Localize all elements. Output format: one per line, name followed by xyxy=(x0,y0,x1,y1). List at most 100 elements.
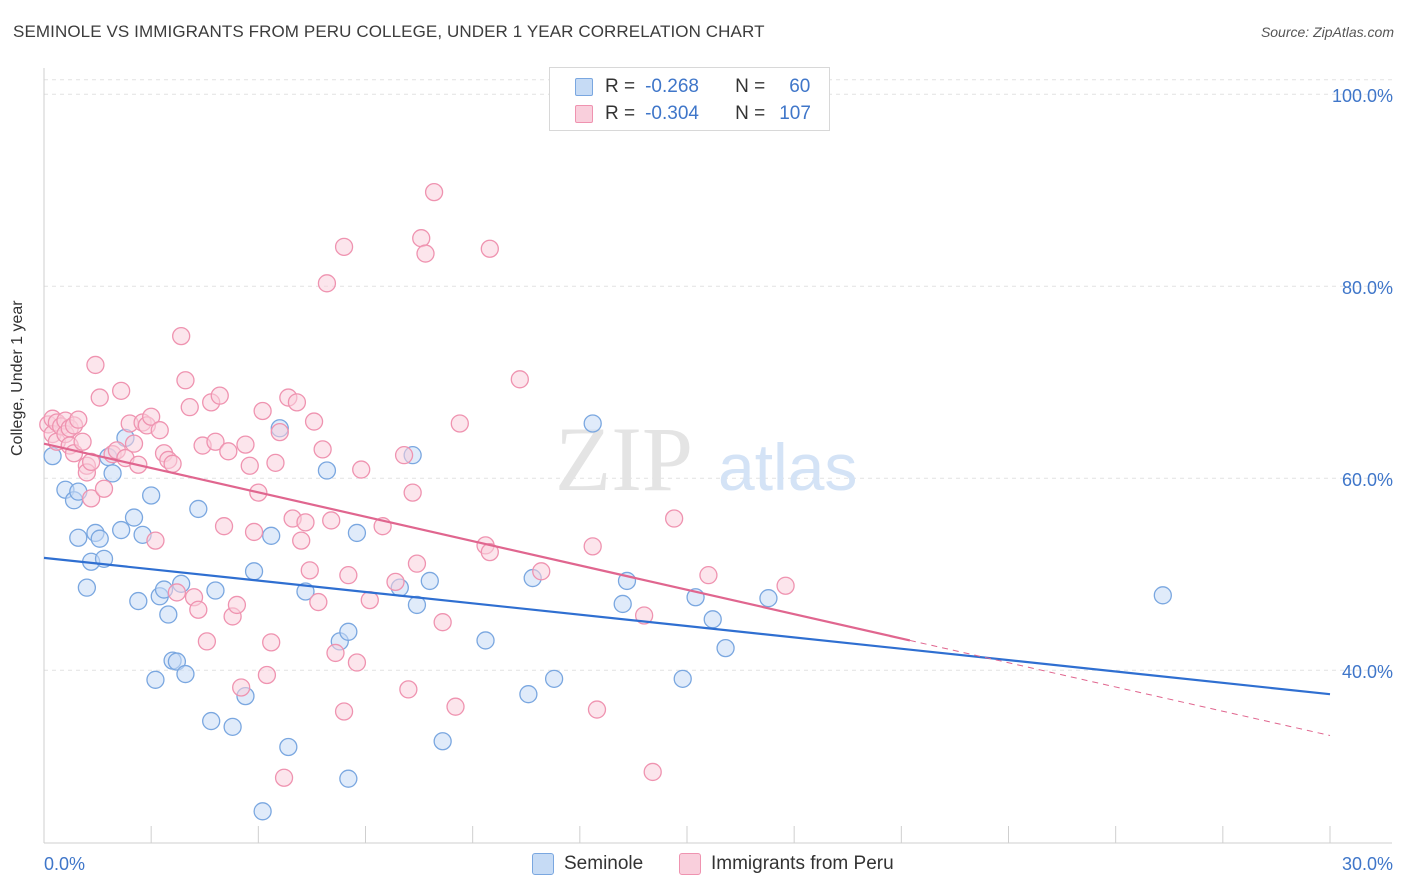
peru-point xyxy=(82,489,101,508)
seminole-point xyxy=(77,578,97,597)
peru-point xyxy=(266,453,285,472)
series-legend: Seminole Immigrants from Peru xyxy=(0,851,1406,877)
seminole-point xyxy=(90,529,109,548)
peru-point xyxy=(587,700,607,719)
watermark-zip: ZIP xyxy=(555,408,693,510)
seminole-point xyxy=(339,622,358,641)
peru-point xyxy=(214,517,234,536)
peru-legend-swatch xyxy=(679,853,701,875)
peru-point xyxy=(172,326,191,346)
seminole-point xyxy=(202,711,221,731)
seminole-point xyxy=(613,594,632,614)
peru-point xyxy=(287,393,307,412)
y-tick-label: 100.0% xyxy=(1332,86,1393,106)
peru-point xyxy=(480,239,499,258)
peru-point xyxy=(634,606,654,625)
peru-point xyxy=(167,583,187,602)
seminole-point xyxy=(142,486,161,505)
seminole-point xyxy=(112,520,131,540)
seminole-point xyxy=(146,670,165,689)
peru-point xyxy=(90,388,109,407)
peru-point xyxy=(146,531,165,550)
legend-n-value: 107 xyxy=(779,103,811,124)
peru-point xyxy=(643,762,662,782)
peru-trend-extension xyxy=(909,639,1331,736)
legend-n-label: N = xyxy=(735,76,766,97)
peru-point xyxy=(210,386,229,405)
peru-point xyxy=(296,513,315,532)
peru-point xyxy=(334,702,354,721)
peru-point xyxy=(386,572,405,592)
peru-point xyxy=(334,237,354,256)
legend-label-peru: Immigrants from Peru xyxy=(711,853,894,874)
peru-point xyxy=(317,274,337,293)
peru-point xyxy=(399,680,418,699)
peru-point xyxy=(189,600,208,619)
legend-item-peru: Immigrants from Peru xyxy=(679,851,894,877)
peru-point xyxy=(309,592,328,612)
peru-point xyxy=(480,542,499,562)
x-tick-label: 0.0% xyxy=(44,854,85,874)
seminole-point xyxy=(223,717,242,736)
seminole-legend-swatch xyxy=(532,853,554,875)
seminole-point xyxy=(253,802,272,821)
seminole-point xyxy=(103,464,122,483)
seminole-point xyxy=(583,414,602,433)
seminole-trend-line xyxy=(43,556,1331,696)
seminole-point xyxy=(159,605,178,624)
peru-point xyxy=(664,509,684,528)
seminole-point xyxy=(420,571,439,591)
peru-point xyxy=(262,633,281,652)
peru-point xyxy=(73,432,92,451)
seminole-swatch xyxy=(575,78,593,96)
peru-point xyxy=(142,407,161,426)
peru-point xyxy=(163,454,182,473)
legend-r-label: R = xyxy=(605,76,636,97)
peru-point xyxy=(412,229,431,248)
seminole-point xyxy=(206,581,225,600)
seminole-point xyxy=(129,591,148,611)
peru-point xyxy=(776,576,795,595)
peru-point xyxy=(274,768,294,787)
seminole-point xyxy=(703,610,722,629)
peru-point xyxy=(227,595,247,615)
peru-point xyxy=(270,422,289,442)
correlation-legend: R = -0.268 N = 60 R = -0.304 N = 107 xyxy=(549,67,830,131)
seminole-point xyxy=(317,461,337,480)
peru-point xyxy=(433,613,452,632)
peru-point xyxy=(326,643,345,663)
legend-row-seminole: R = -0.268 N = 60 xyxy=(550,73,810,101)
x-tick-label: 30.0% xyxy=(1342,854,1393,874)
seminole-point xyxy=(673,669,692,688)
y-tick-label: 40.0% xyxy=(1342,662,1393,682)
peru-point xyxy=(322,511,341,530)
seminole-point xyxy=(189,499,208,519)
peru-point xyxy=(416,244,435,263)
peru-point xyxy=(446,697,465,716)
seminole-point xyxy=(296,582,315,601)
peru-point xyxy=(424,182,444,202)
y-tick-label: 80.0% xyxy=(1342,278,1393,298)
seminole-point xyxy=(176,664,195,684)
peru-point xyxy=(206,432,225,451)
peru-point xyxy=(532,562,551,581)
peru-point xyxy=(240,456,259,475)
seminole-point xyxy=(759,589,778,608)
peru-point xyxy=(510,370,529,389)
peru-point xyxy=(450,414,469,433)
legend-r-value: -0.268 xyxy=(645,76,699,97)
seminole-point xyxy=(167,652,187,671)
seminole-point xyxy=(519,685,538,704)
legend-n-value: 60 xyxy=(789,76,811,97)
legend-r-label: R = xyxy=(605,103,636,124)
chart-title: SEMINOLE VS IMMIGRANTS FROM PERU COLLEGE… xyxy=(13,22,765,41)
legend-r-value: -0.304 xyxy=(645,103,699,124)
peru-trend-line xyxy=(43,442,911,642)
peru-point xyxy=(394,446,414,465)
legend-n-label: N = xyxy=(735,103,766,124)
peru-point xyxy=(583,537,602,556)
peru-point xyxy=(352,460,371,479)
peru-point xyxy=(112,381,131,400)
peru-point xyxy=(407,554,427,573)
